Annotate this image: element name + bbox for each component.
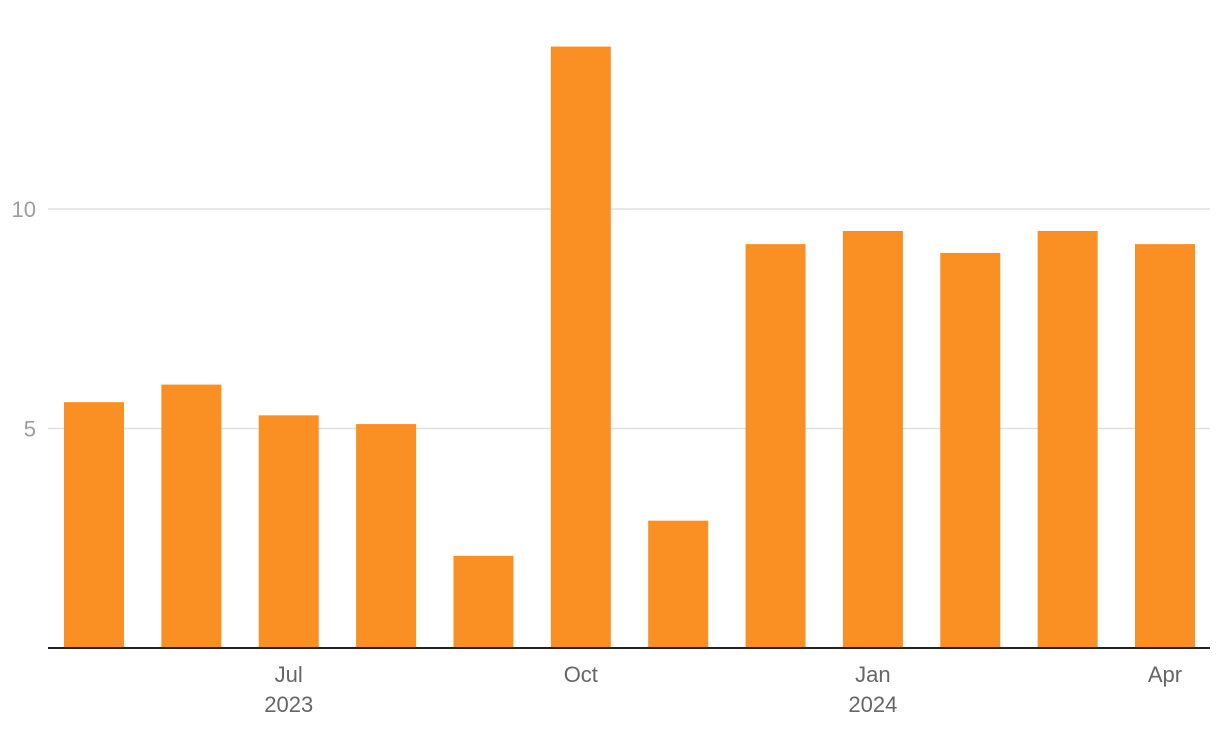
x-tick-year-label: 2024 (848, 692, 897, 717)
y-axis-ticks: 5 10 (12, 197, 36, 442)
bar-2024-02 (940, 252, 1001, 648)
bar-2023-10 (550, 46, 611, 648)
x-tick-label-oct: Oct (564, 662, 598, 687)
bar-2023-07 (258, 415, 319, 648)
bar-2023-11 (648, 520, 709, 648)
bar-2024-03 (1037, 230, 1098, 648)
x-axis-ticks: Jul 2023 Oct Jan 2024 Apr (264, 662, 1182, 717)
gridlines (48, 208, 1210, 430)
y-tick-label: 10 (12, 197, 36, 222)
x-tick-label-jul: Jul (275, 662, 303, 687)
x-tick-label-jan: Jan (855, 662, 890, 687)
bar-2023-08 (356, 424, 417, 648)
x-tick-label-apr: Apr (1148, 662, 1182, 687)
y-tick-label: 5 (24, 417, 36, 442)
bar-2023-12 (745, 244, 806, 648)
bar-2023-06 (161, 384, 222, 648)
bar-2024-01 (842, 230, 903, 648)
bar-2024-04 (1135, 244, 1195, 648)
x-tick-year-label: 2023 (264, 692, 313, 717)
bar-2023-09 (453, 555, 514, 648)
bar-2023-05 (64, 402, 124, 648)
bars (64, 46, 1195, 648)
